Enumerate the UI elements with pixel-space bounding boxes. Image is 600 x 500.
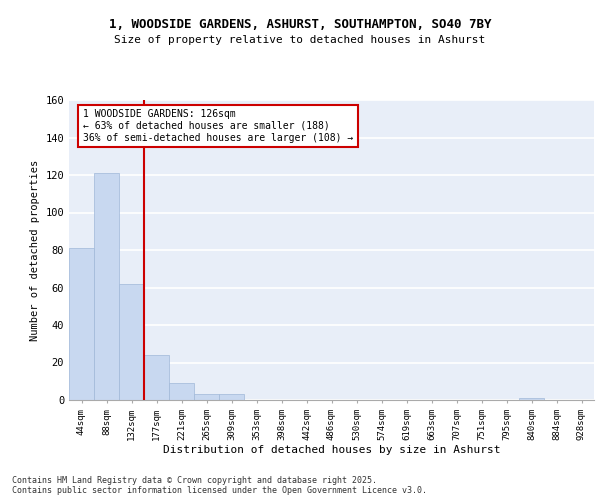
Text: 1, WOODSIDE GARDENS, ASHURST, SOUTHAMPTON, SO40 7BY: 1, WOODSIDE GARDENS, ASHURST, SOUTHAMPTO…: [109, 18, 491, 30]
Y-axis label: Number of detached properties: Number of detached properties: [30, 160, 40, 340]
Bar: [169, 383, 194, 400]
Bar: [144, 355, 169, 400]
Text: Size of property relative to detached houses in Ashurst: Size of property relative to detached ho…: [115, 35, 485, 45]
Bar: [69, 248, 94, 400]
Bar: [119, 284, 144, 400]
Bar: [519, 398, 544, 400]
Bar: [194, 394, 219, 400]
Text: 1 WOODSIDE GARDENS: 126sqm
← 63% of detached houses are smaller (188)
36% of sem: 1 WOODSIDE GARDENS: 126sqm ← 63% of deta…: [83, 110, 353, 142]
Text: Contains HM Land Registry data © Crown copyright and database right 2025.
Contai: Contains HM Land Registry data © Crown c…: [12, 476, 427, 495]
Bar: [219, 394, 244, 400]
X-axis label: Distribution of detached houses by size in Ashurst: Distribution of detached houses by size …: [163, 446, 500, 456]
Bar: [94, 173, 119, 400]
